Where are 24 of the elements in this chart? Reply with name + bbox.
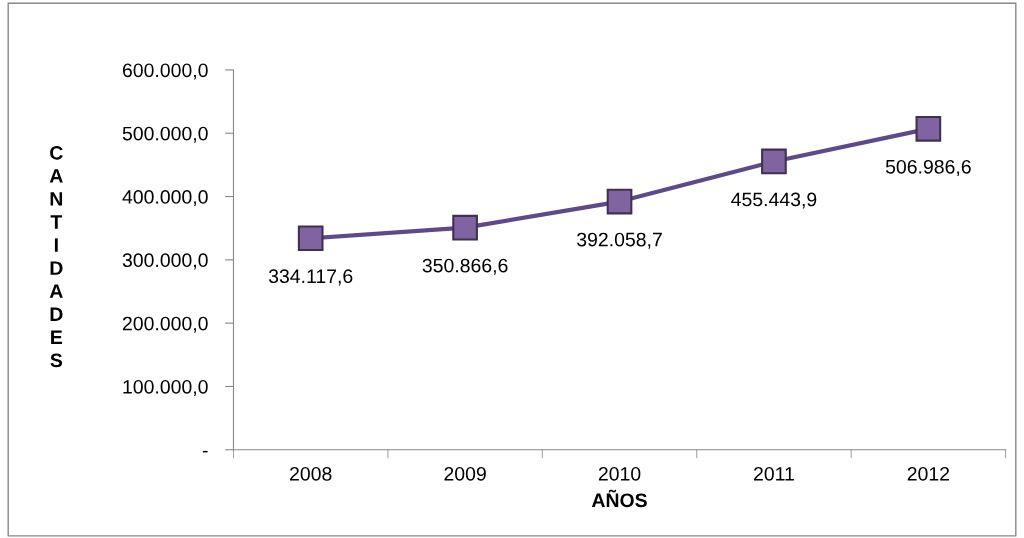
data-label: 455.443,9: [731, 192, 817, 209]
data-label: 334.117,6: [268, 269, 353, 286]
text: CANTIDADES: [49, 145, 63, 368]
x-axis-title: AÑOS: [591, 489, 647, 508]
x-tick-label: 2008: [290, 466, 332, 481]
x-tick-label: 2011: [754, 466, 794, 481]
x-tick-label: 2010: [598, 466, 641, 481]
data-label: 506.986,6: [885, 159, 971, 176]
point: [606, 188, 633, 215]
x-tick-label: 2009: [444, 466, 486, 481]
point: [297, 225, 324, 252]
y-tick-label: -: [202, 450, 208, 453]
y-tick-label: 400.000,0: [122, 190, 208, 207]
point: [761, 148, 787, 175]
data-label: 350.866,6: [422, 258, 508, 275]
y-tick-label: 500.000,0: [122, 126, 208, 143]
point: [915, 115, 942, 142]
point: [452, 214, 478, 241]
data-label: 392.058,7: [577, 232, 662, 249]
y-tick-label: 100.000,0: [123, 379, 208, 396]
y-tick-label: 200.000,0: [122, 316, 208, 333]
x-tick-label: 2012: [907, 466, 950, 481]
y-tick-label: 600.000,0: [122, 63, 208, 80]
y-tick-label: 300.000,0: [122, 253, 208, 270]
